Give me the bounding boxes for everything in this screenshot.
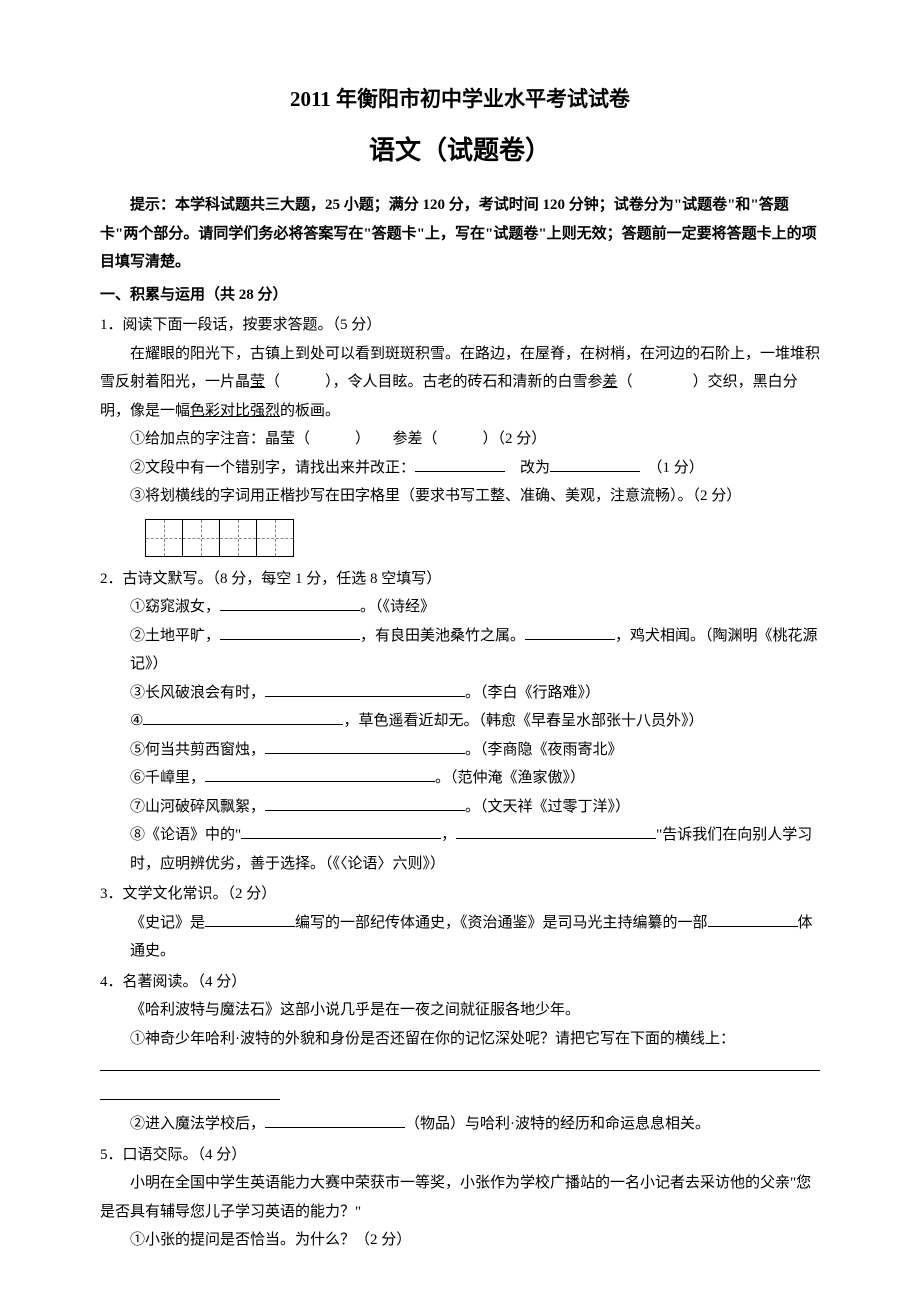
- question-4-stem: 4．名著阅读。（4 分）: [100, 968, 820, 997]
- q2-i4-a: ④: [130, 713, 143, 729]
- q4-sub1: ①神奇少年哈利·波特的外貌和身份是否还留在你的记忆深处呢？请把它写在下面的横线上…: [100, 1025, 820, 1054]
- q2-item-4: ④ ，草色遥看近却无。（韩愈《早春呈水部张十八员外》）: [100, 707, 820, 736]
- q4-intro: 《哈利波特与魔法石》这部小说几乎是在一夜之间就征服各地少年。: [100, 996, 820, 1025]
- emphasis-ying: 莹: [250, 374, 265, 390]
- blank: [205, 912, 295, 927]
- blank: [143, 710, 343, 725]
- q2-i7-a: ⑦山河破碎风飘絮，: [130, 799, 265, 815]
- q4-sub2-a: ②进入魔法学校后，: [130, 1116, 265, 1132]
- q2-i7-b: 。（文天祥《过零丁洋》）: [465, 799, 630, 815]
- blank: [220, 596, 360, 611]
- section-1-header: 一、积累与运用（共 28 分）: [100, 281, 820, 310]
- q2-item-8: ⑧《论语》中的"，"告诉我们在向别人学习时，应明辨优劣，善于选择。（《〈论语〉六…: [100, 821, 820, 878]
- q2-i2-a: ②土地平旷，: [130, 628, 220, 644]
- q2-i8-a: ⑧《论语》中的": [130, 827, 241, 843]
- q2-i1-b: 。（《诗经》: [360, 599, 435, 615]
- q1-sub2-a: ②文段中有一个错别字，请找出来并改正：: [130, 460, 415, 476]
- q2-i8-b: ，: [441, 827, 456, 843]
- question-1: 1．阅读下面一段话，按要求答题。（5 分） 在耀眼的阳光下，古镇上到处可以看到斑…: [100, 311, 820, 557]
- question-1-passage: 在耀眼的阳光下，古镇上到处可以看到斑斑积雪。在路边，在屋脊，在树梢，在河边的石阶…: [100, 340, 820, 426]
- q2-i3-b: 。（李白《行路难》）: [465, 685, 600, 701]
- q2-i5-a: ⑤何当共剪西窗烛，: [130, 742, 265, 758]
- q4-blank-line-2: [100, 1082, 820, 1111]
- q3-body: 《史记》是编写的一部纪传体通史，《资治通鉴》是司马光主持编纂的一部体通史。: [100, 909, 820, 966]
- passage-part-2: （ ），令人目眩。古老的砖石和清新的白雪参: [265, 374, 603, 390]
- blank-correct-char: [550, 457, 640, 472]
- question-3: 3．文学文化常识。（2 分） 《史记》是 编写的一部纪传体通史，《资治通鉴》是司马…: [100, 880, 820, 966]
- q2-item-5: ⑤何当共剪西窗烛， 。（李商隐《夜雨寄北》: [100, 736, 820, 765]
- question-2-stem: 2．古诗文默写。（8 分，每空 1 分，任选 8 空填写）: [100, 565, 820, 594]
- q2-i5-b: 。（李商隐《夜雨寄北》: [465, 742, 623, 758]
- exam-instructions: 提示：本学科试题共三大题，25 小题；满分 120 分，考试时间 120 分钟；…: [100, 191, 820, 277]
- q2-i4-b: ，草色遥看近却无。（韩愈《早春呈水部张十八员外》）: [343, 713, 703, 729]
- underlined-phrase: 色彩对比强烈: [190, 403, 280, 419]
- blank: [265, 1113, 405, 1128]
- question-2: 2．古诗文默写。（8 分，每空 1 分，任选 8 空填写） ①窈窕淑女， 。（《诗…: [100, 565, 820, 879]
- q5-body: 小明在全国中学生英语能力大赛中荣获市一等奖，小张作为学校广播站的一名小记者去采访…: [100, 1169, 820, 1226]
- tianzige-cell: [256, 519, 294, 557]
- blank: [525, 625, 615, 640]
- q1-sub1: ①给加点的字注音：晶莹（ ） 参差（ ）（2 分）: [100, 425, 820, 454]
- blank: [265, 682, 465, 697]
- blank-wrong-char: [415, 457, 505, 472]
- exam-title: 2011 年衡阳市初中学业水平考试试卷: [100, 80, 820, 120]
- q1-sub2-c: （1 分）: [640, 460, 704, 476]
- question-1-stem: 1．阅读下面一段话，按要求答题。（5 分）: [100, 311, 820, 340]
- question-5-stem: 5．口语交际。（4 分）: [100, 1141, 820, 1170]
- q3-a: 《史记》是: [130, 915, 205, 931]
- q2-i2-b: ，有良田美池桑竹之属。: [360, 628, 525, 644]
- q1-sub2: ②文段中有一个错别字，请找出来并改正： 改为 （1 分）: [100, 454, 820, 483]
- tianzige-cell: [182, 519, 220, 557]
- tianzige-grid: [145, 519, 820, 557]
- emphasis-cha: 差: [603, 374, 618, 390]
- q2-item-3: ③长风破浪会有时， 。（李白《行路难》）: [100, 679, 820, 708]
- q2-i1-a: ①窈窕淑女，: [130, 599, 220, 615]
- blank: [220, 625, 360, 640]
- q1-sub3: ③将划横线的字词用正楷抄写在田字格里（要求书写工整、准确、美观，注意流畅）。（2…: [100, 482, 820, 511]
- blank: [265, 739, 465, 754]
- blank: [708, 912, 798, 927]
- q2-item-1: ①窈窕淑女， 。（《诗经》: [100, 593, 820, 622]
- question-3-stem: 3．文学文化常识。（2 分）: [100, 880, 820, 909]
- blank: [241, 824, 441, 839]
- blank: [265, 796, 465, 811]
- question-5: 5．口语交际。（4 分） 小明在全国中学生英语能力大赛中荣获市一等奖，小张作为学…: [100, 1141, 820, 1255]
- blank: [205, 767, 435, 782]
- tianzige-cell: [219, 519, 257, 557]
- q1-sub2-b: 改为: [505, 460, 550, 476]
- tianzige-cell: [145, 519, 183, 557]
- q2-i6-b: 。（范仲淹《渔家傲》）: [435, 770, 585, 786]
- q4-sub2: ②进入魔法学校后， （物品）与哈利·波特的经历和命运息息相关。: [100, 1110, 820, 1139]
- q2-item-2: ②土地平旷，，有良田美池桑竹之属。，鸡犬相闻。（陶渊明《桃花源记》）: [100, 622, 820, 679]
- q2-i3-a: ③长风破浪会有时，: [130, 685, 265, 701]
- q2-item-7: ⑦山河破碎风飘絮， 。（文天祥《过零丁洋》）: [100, 793, 820, 822]
- q2-item-6: ⑥千嶂里， 。（范仲淹《渔家傲》）: [100, 764, 820, 793]
- exam-subtitle: 语文（试题卷）: [100, 126, 820, 175]
- q3-b: 编写的一部纪传体通史，《资治通鉴》是司马光主持编纂的一部: [295, 915, 708, 931]
- q4-sub2-b: （物品）与哈利·波特的经历和命运息息相关。: [405, 1116, 710, 1132]
- q4-blank-line-1: [100, 1053, 820, 1082]
- blank: [456, 824, 656, 839]
- q2-i6-a: ⑥千嶂里，: [130, 770, 205, 786]
- passage-part-4: 的板画。: [280, 403, 340, 419]
- q5-sub1: ①小张的提问是否恰当。为什么？（2 分）: [100, 1226, 820, 1255]
- question-4: 4．名著阅读。（4 分） 《哈利波特与魔法石》这部小说几乎是在一夜之间就征服各地…: [100, 968, 820, 1139]
